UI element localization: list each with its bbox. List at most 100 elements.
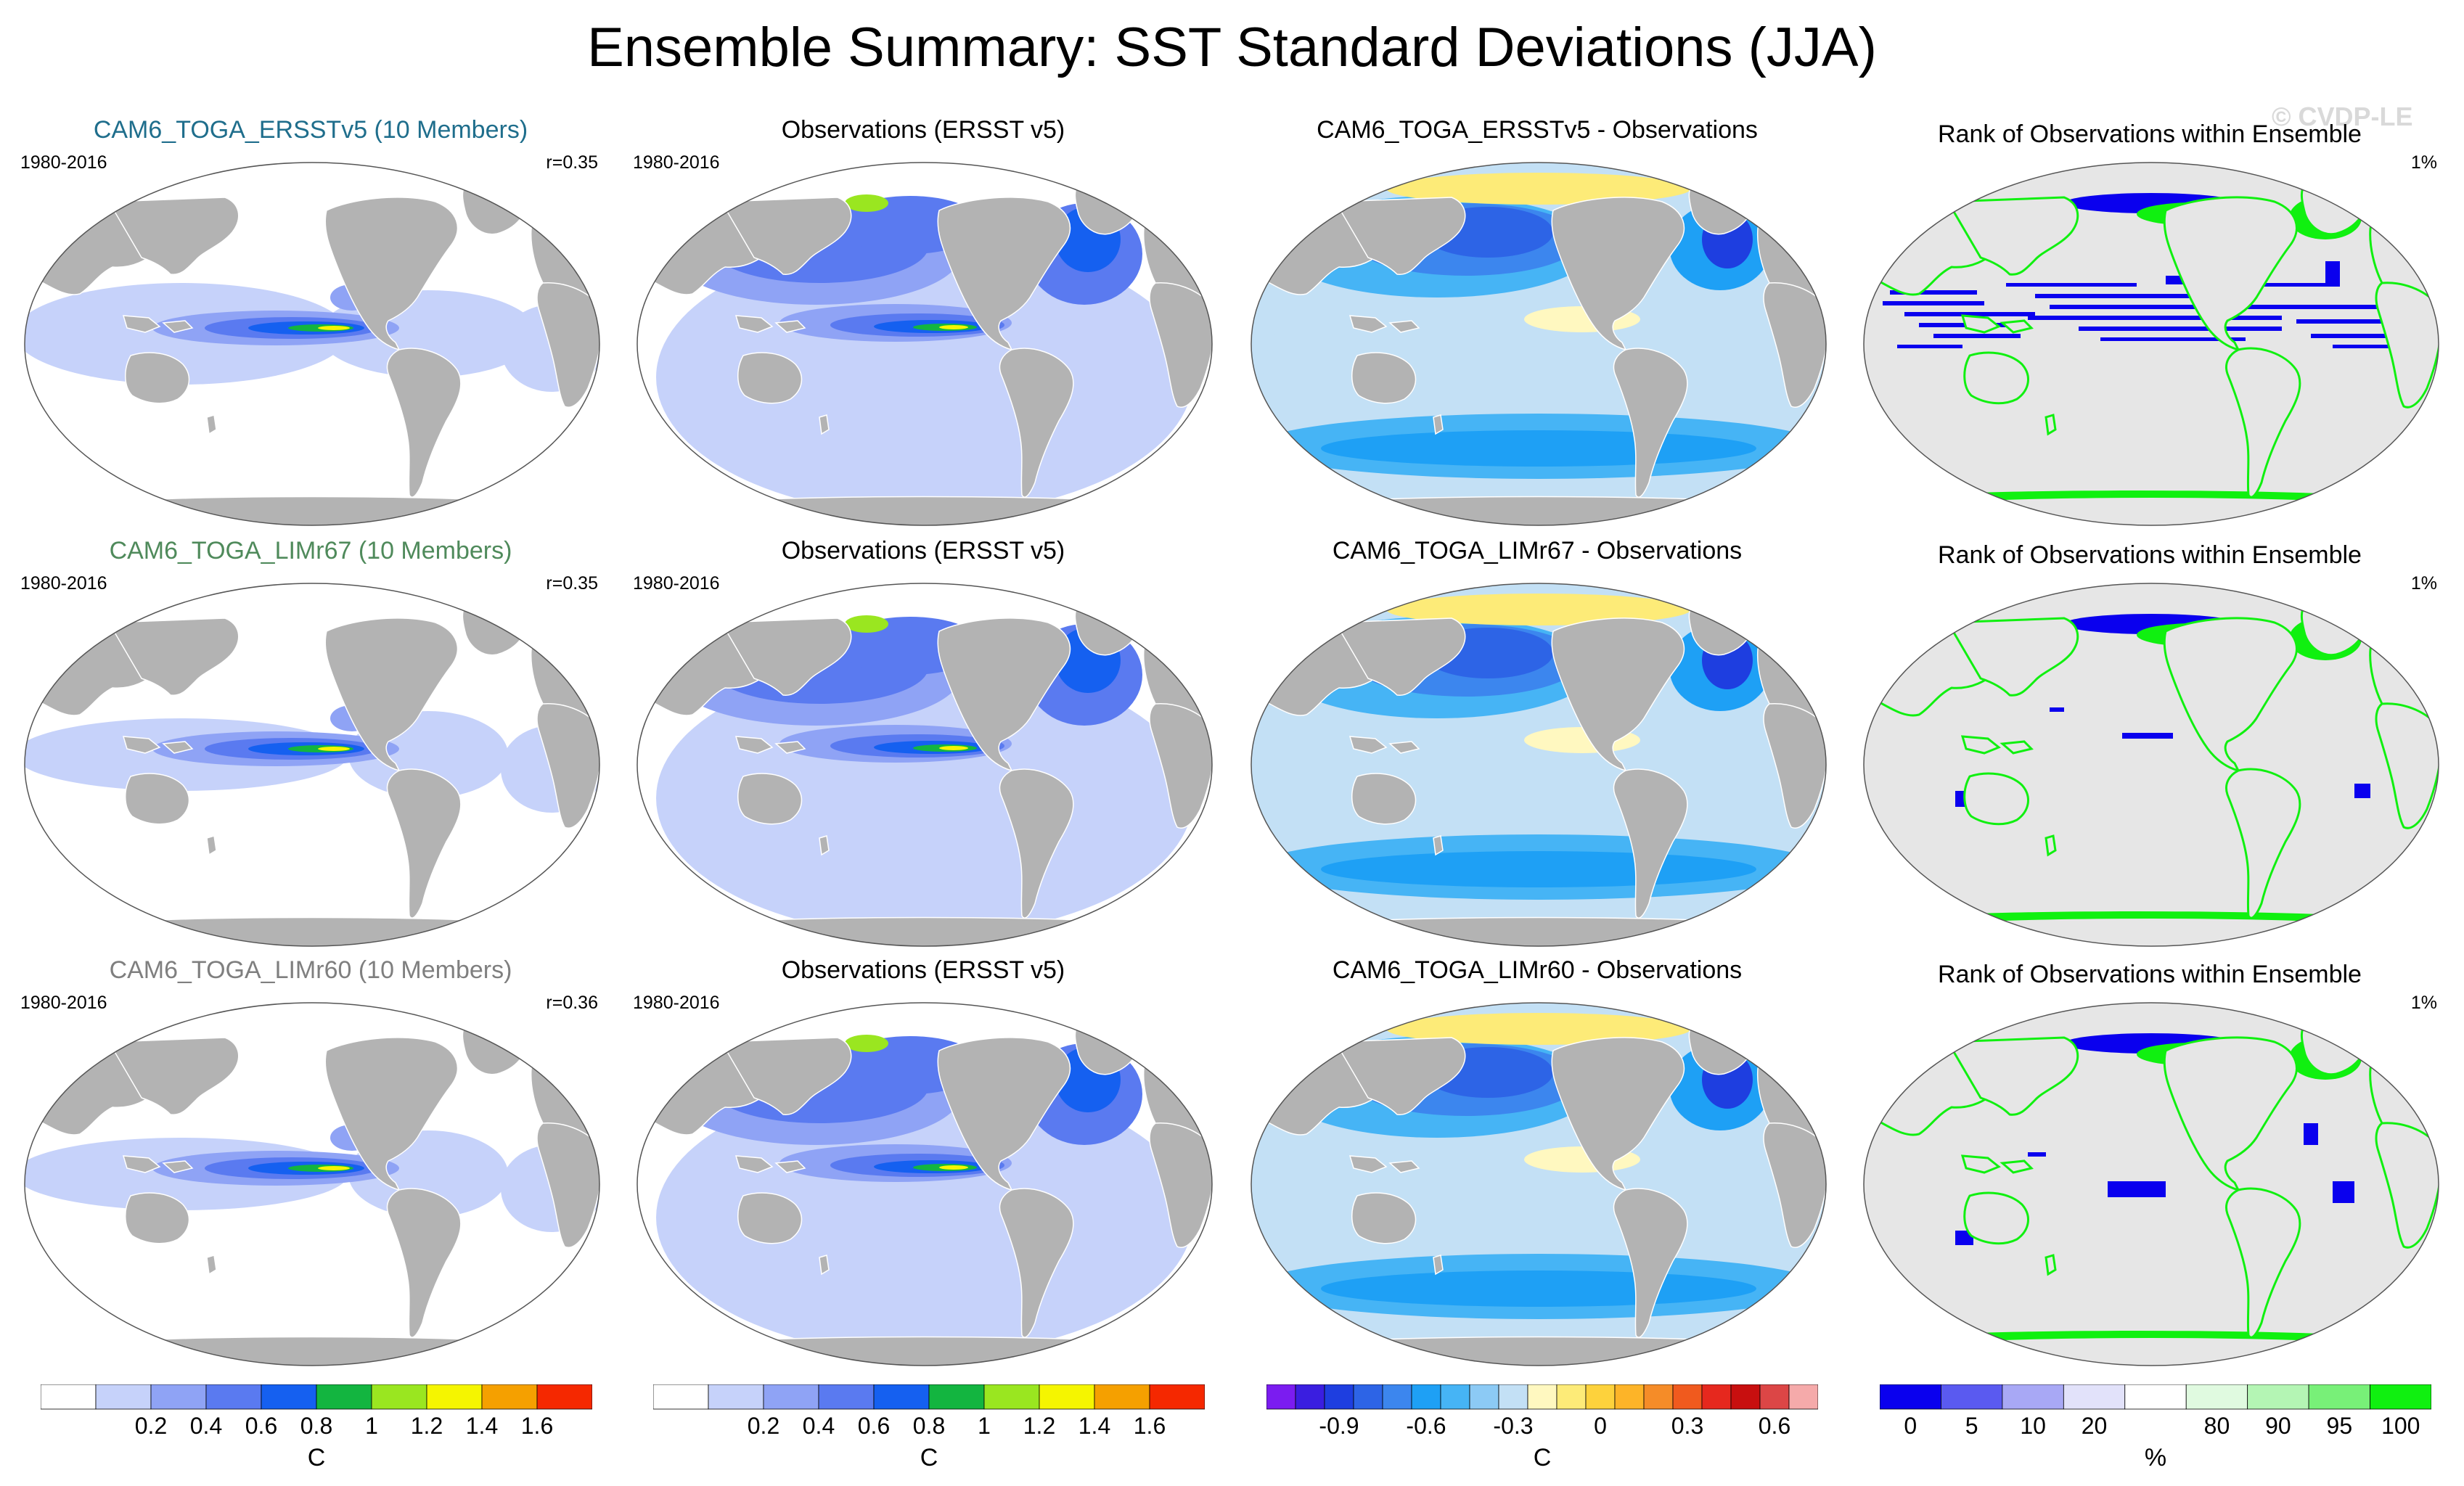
colorbar-sd-diff: -0.9-0.6-0.300.30.60.9C <box>1266 1384 1818 1471</box>
land-americaS <box>2225 1187 2301 1339</box>
land-antarctica <box>1888 916 2415 946</box>
land-asiaE <box>1946 617 2079 697</box>
rank-field-patch <box>2050 305 2282 309</box>
colorbar-tick-label: 0 <box>1904 1413 1917 1439</box>
panel-title: Observations (ERSST v5) <box>781 956 1065 984</box>
rank-field-patch <box>1883 301 1984 305</box>
obs-field-patch <box>845 1035 888 1052</box>
rank-field-patch <box>2311 334 2420 338</box>
obs-field-patch <box>656 1080 1193 1355</box>
colorbar-swatch <box>1701 1384 1732 1410</box>
land-americaN <box>1551 617 1685 772</box>
land-indonesia <box>1348 315 1420 333</box>
map-obs <box>634 580 1215 949</box>
diff-field-patch <box>1321 1271 1756 1307</box>
colorbar-swatch <box>95 1384 152 1410</box>
model-field-patch <box>318 1166 350 1170</box>
panel-title: CAM6_TOGA_LIMr67 - Observations <box>1332 537 1743 565</box>
map-border <box>1251 583 1827 947</box>
colorbar-swatch <box>536 1384 592 1410</box>
colorbar-tick-label: -0.6 <box>1406 1413 1446 1439</box>
land-australia <box>125 1192 190 1244</box>
colorbar-tick-label: -0.3 <box>1493 1413 1533 1439</box>
rank-field-patch <box>2325 261 2340 283</box>
colorbar-swatch <box>2063 1384 2126 1410</box>
colorbar-tick-label: 0.4 <box>190 1413 222 1439</box>
land-nz <box>2045 414 2057 436</box>
map-rank <box>1861 1000 2442 1368</box>
land-antarctica <box>49 496 575 525</box>
land-nz <box>819 414 830 435</box>
land-americaS <box>999 768 1074 919</box>
obs-field-patch <box>656 239 1193 515</box>
period-label: 1980-2016 <box>633 152 720 173</box>
panel-title: Rank of Observations within Ensemble <box>1938 541 2362 569</box>
map-border <box>637 1002 1213 1366</box>
colorbar-tick-label: 100 <box>2381 1413 2420 1439</box>
map-diff <box>1248 580 1829 949</box>
colorbar-tick-label: 1.2 <box>1023 1413 1055 1439</box>
colorbar-sd-obs: 0.2 0.4 0.6 0.8 1 1.2 1.4 1.6 C <box>653 1384 1205 1471</box>
colorbar-swatch <box>1039 1384 1095 1410</box>
map-border <box>24 1002 600 1366</box>
rank-field-patch <box>2035 294 2238 298</box>
colorbar-swatch <box>1440 1384 1470 1410</box>
colorbar-unit: C <box>308 1444 326 1471</box>
rank-percent: 1% <box>2410 573 2437 594</box>
rank-field-patch <box>2028 316 2282 320</box>
map-border <box>1863 583 2439 947</box>
land-americaN <box>2163 1036 2298 1192</box>
land-asiaE <box>720 197 852 275</box>
land-americaS <box>2225 347 2301 498</box>
land-indonesia <box>1960 314 2034 334</box>
colorbar-swatch <box>818 1384 875 1410</box>
land-americaS <box>1613 1188 1688 1338</box>
land-australia <box>1963 1191 2029 1245</box>
period-label: 1980-2016 <box>633 573 720 594</box>
land-americaN <box>324 617 458 772</box>
rank-field-patch <box>2108 1181 2166 1197</box>
land-indonesia <box>122 736 194 754</box>
obs-field-patch <box>939 325 968 329</box>
colorbar-tick-label: 0.2 <box>748 1413 779 1439</box>
map-border <box>1863 1002 2439 1366</box>
map-model <box>22 160 602 528</box>
land-asiaE <box>1334 197 1466 275</box>
rank-field-patch <box>2304 1123 2318 1145</box>
colorbar-tick-label: 95 <box>2327 1413 2353 1439</box>
land-australia <box>1351 773 1417 825</box>
colorbar-unit: % <box>2145 1444 2166 1471</box>
map-rank <box>1861 580 2442 949</box>
land-asiaE <box>107 1037 240 1115</box>
period-label: 1980-2016 <box>633 993 720 1013</box>
land-indonesia <box>122 315 194 333</box>
land-nz <box>206 835 217 856</box>
panel-title: CAM6_TOGA_LIMr60 - Observations <box>1332 956 1743 984</box>
land-indonesia <box>1348 1155 1420 1173</box>
colorbar-unit: C <box>920 1444 938 1471</box>
colorbar-tick-label: 0.4 <box>803 1413 835 1439</box>
panel-model-row1: CAM6_TOGA_ERSSTv5 (10 Members) 1980-2016 r… <box>13 116 608 537</box>
land-indonesia <box>122 1155 194 1173</box>
colorbar-swatch <box>261 1384 317 1410</box>
colorbar-tick-label: 0.6 <box>245 1413 277 1439</box>
panel-diff-row3: CAM6_TOGA_LIMr60 - Observations <box>1240 956 1835 1377</box>
land-australia <box>737 773 803 825</box>
map-model <box>22 1000 602 1368</box>
panel-obs-row1: Observations (ERSST v5) 1980-2016 <box>626 116 1221 537</box>
land-americaN <box>2163 196 2298 352</box>
colorbar-swatch <box>1941 1384 2003 1410</box>
land-antarctica <box>662 1336 1187 1366</box>
colorbar-swatch <box>1880 1384 1941 1410</box>
diff-field-patch <box>1386 1013 1691 1045</box>
colorbar-swatch <box>653 1384 709 1410</box>
land-americaS <box>386 1188 462 1338</box>
colorbar-swatch <box>1295 1384 1325 1410</box>
colorbar-swatch <box>150 1384 207 1410</box>
diff-field-patch <box>1386 173 1691 205</box>
rank-field-patch <box>2006 283 2137 287</box>
map-border <box>637 162 1213 526</box>
land-americaN <box>324 1037 458 1191</box>
land-antarctica <box>1276 916 1801 946</box>
land-australia <box>125 352 190 404</box>
